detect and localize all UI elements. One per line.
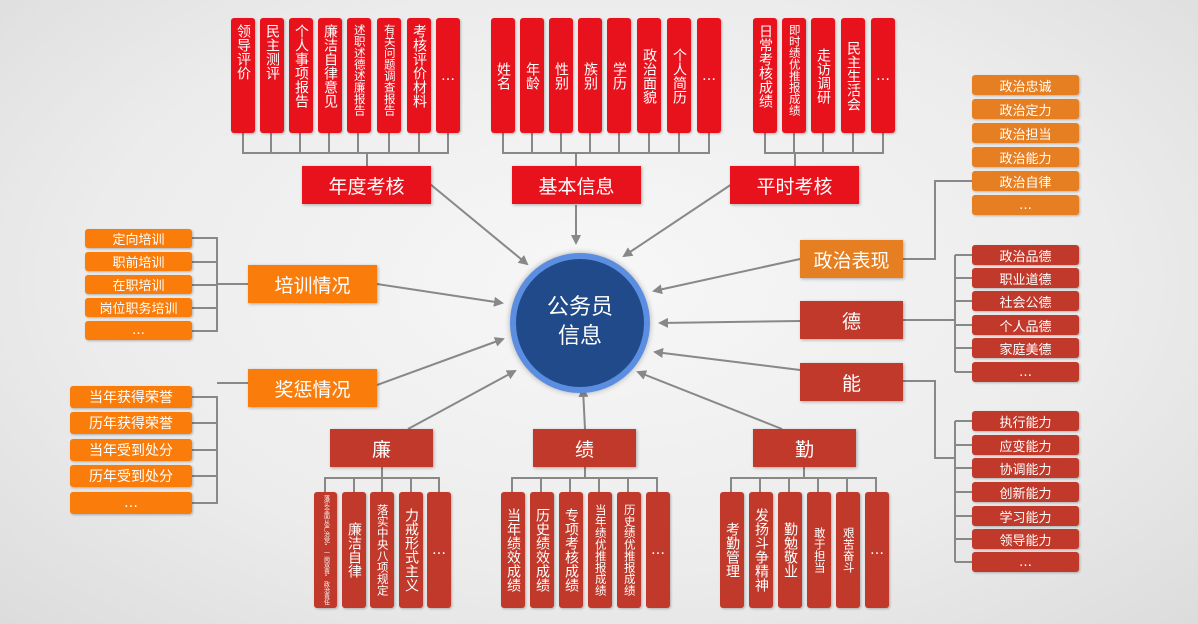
category-training: 培训情况 xyxy=(248,265,377,303)
basic-item: 族别 xyxy=(578,18,602,133)
ji-item: 历史绩优推报成绩 xyxy=(617,492,641,608)
category-reward-punishment: 奖惩情况 xyxy=(248,369,377,407)
basic-item-more: … xyxy=(697,18,721,133)
category-routine-review: 平时考核 xyxy=(730,166,859,204)
de-item: 个人品德 xyxy=(972,315,1079,335)
category-neng: 能 xyxy=(800,363,903,401)
center-title-line1: 公务员 xyxy=(546,295,613,321)
annual-item: 廉洁自律意见 xyxy=(318,18,342,133)
political-item: 政治担当 xyxy=(972,123,1079,143)
training-item: 在职培训 xyxy=(85,275,192,294)
training-item: 职前培训 xyxy=(85,252,192,271)
category-ji: 绩 xyxy=(533,429,636,467)
neng-item: 应变能力 xyxy=(972,435,1079,455)
category-de: 德 xyxy=(800,301,903,339)
reward-item: 当年获得荣誉 xyxy=(70,386,192,408)
ji-item-more: … xyxy=(646,492,670,608)
basic-item: 学历 xyxy=(607,18,631,133)
annual-item: 民主测评 xyxy=(260,18,284,133)
reward-item-more: … xyxy=(70,492,192,514)
reward-item: 当年受到处分 xyxy=(70,439,192,461)
neng-item: 学习能力 xyxy=(972,506,1079,526)
lian-item-more: … xyxy=(427,492,451,608)
de-item: 社会公德 xyxy=(972,291,1079,311)
routine-item: 民主生活会 xyxy=(841,18,865,133)
lian-item: 落实中央八项规定 xyxy=(370,492,394,608)
center-title-line2: 信息 xyxy=(557,324,602,349)
reward-item: 历年受到处分 xyxy=(70,465,192,487)
lian-item: 廉洁自律 xyxy=(342,492,366,608)
category-lian: 廉 xyxy=(330,429,433,467)
political-item: 政治自律 xyxy=(972,171,1079,191)
de-item-more: … xyxy=(972,362,1079,382)
qin-item: 考勤管理 xyxy=(720,492,744,608)
training-item: 岗位职务培训 xyxy=(85,298,192,317)
training-item-more: … xyxy=(85,321,192,340)
routine-item: 日常考核成绩 xyxy=(753,18,777,133)
annual-item-more: … xyxy=(436,18,460,133)
qin-item: 发扬斗争精神 xyxy=(749,492,773,608)
category-basic-info: 基本信息 xyxy=(512,166,641,204)
category-annual-review: 年度考核 xyxy=(302,166,431,204)
annual-item: 考核评价材料 xyxy=(407,18,431,133)
de-item: 职业道德 xyxy=(972,268,1079,288)
qin-item-more: … xyxy=(865,492,889,608)
lian-item: 力戒形式主义 xyxy=(399,492,423,608)
ji-item: 当年绩效成绩 xyxy=(501,492,525,608)
category-qin: 勤 xyxy=(753,429,856,467)
political-item: 政治忠诚 xyxy=(972,75,1079,95)
neng-item: 创新能力 xyxy=(972,482,1079,502)
routine-item: 走访调研 xyxy=(811,18,835,133)
annual-item: 述职述德述廉报告 xyxy=(347,18,371,133)
qin-item: 艰苦奋斗 xyxy=(836,492,860,608)
ji-item: 专项考核成绩 xyxy=(559,492,583,608)
qin-item: 敢于担当 xyxy=(807,492,831,608)
basic-item: 个人简历 xyxy=(667,18,691,133)
ji-item: 历史绩效成绩 xyxy=(530,492,554,608)
training-item: 定向培训 xyxy=(85,229,192,248)
neng-item: 领导能力 xyxy=(972,529,1079,549)
political-item: 政治定力 xyxy=(972,99,1079,119)
basic-item: 性别 xyxy=(549,18,573,133)
center-node-civil-servant-info: 公务员 信息 xyxy=(510,253,650,393)
de-item: 政治品德 xyxy=(972,245,1079,265)
neng-item-more: … xyxy=(972,552,1079,572)
de-item: 家庭美德 xyxy=(972,338,1079,358)
neng-item: 协调能力 xyxy=(972,458,1079,478)
political-item-more: … xyxy=(972,195,1079,215)
annual-item: 领导评价 xyxy=(231,18,255,133)
annual-item: 有关问题调查报告 xyxy=(377,18,401,133)
basic-item: 姓名 xyxy=(491,18,515,133)
qin-item: 勤勉敬业 xyxy=(778,492,802,608)
basic-item: 政治面貌 xyxy=(637,18,661,133)
routine-item: 即时绩优推报成绩 xyxy=(782,18,806,133)
category-political-performance: 政治表现 xyxy=(800,240,903,278)
lian-item: 落实全面从严治党“一岗双责”政治责任 xyxy=(314,492,337,608)
routine-item-more: … xyxy=(871,18,895,133)
basic-item: 年龄 xyxy=(520,18,544,133)
neng-item: 执行能力 xyxy=(972,411,1079,431)
political-item: 政治能力 xyxy=(972,147,1079,167)
reward-item: 历年获得荣誉 xyxy=(70,412,192,434)
annual-item: 个人事项报告 xyxy=(289,18,313,133)
ji-item: 当年绩优推报成绩 xyxy=(588,492,612,608)
